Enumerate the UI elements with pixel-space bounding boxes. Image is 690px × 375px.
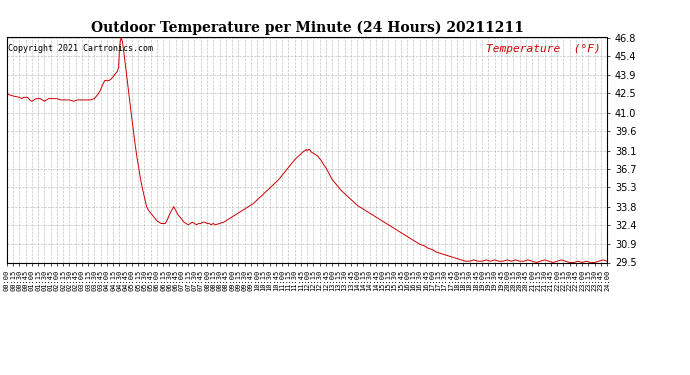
Text: Temperature  (°F): Temperature (°F) <box>486 44 601 54</box>
Title: Outdoor Temperature per Minute (24 Hours) 20211211: Outdoor Temperature per Minute (24 Hours… <box>90 21 524 35</box>
Text: Copyright 2021 Cartronics.com: Copyright 2021 Cartronics.com <box>8 44 153 53</box>
